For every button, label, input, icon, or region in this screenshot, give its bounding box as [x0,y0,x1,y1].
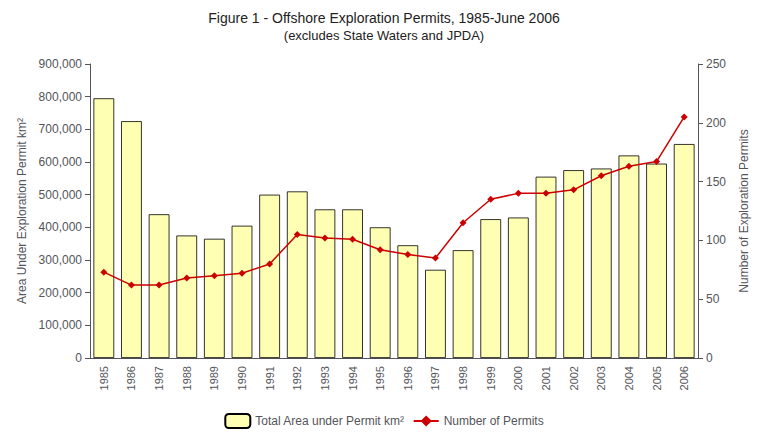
svg-text:0: 0 [75,351,82,365]
svg-text:1995: 1995 [374,366,386,390]
svg-text:700,000: 700,000 [39,122,83,136]
svg-text:2006: 2006 [678,366,690,390]
svg-text:Area Under Exploration Permit: Area Under Exploration Permit km² [15,118,29,304]
svg-text:100: 100 [706,233,726,247]
svg-text:100,000: 100,000 [39,318,83,332]
svg-text:1992: 1992 [291,366,303,390]
svg-text:2004: 2004 [623,366,635,390]
svg-text:500,000: 500,000 [39,188,83,202]
svg-text:1994: 1994 [347,366,359,390]
svg-text:(excludes State Waters and JPD: (excludes State Waters and JPDA) [284,28,484,43]
svg-text:1991: 1991 [264,366,276,390]
svg-text:1985: 1985 [98,366,110,390]
svg-text:400,000: 400,000 [39,220,83,234]
svg-text:2005: 2005 [651,366,663,390]
svg-text:200: 200 [706,116,726,130]
svg-text:900,000: 900,000 [39,57,83,71]
svg-text:1987: 1987 [153,366,165,390]
svg-text:1990: 1990 [236,366,248,390]
svg-text:1989: 1989 [208,366,220,390]
svg-text:Figure 1 - Offshore Exploratio: Figure 1 - Offshore Exploration Permits,… [208,10,560,26]
svg-text:150: 150 [706,175,726,189]
svg-text:50: 50 [706,292,720,306]
svg-text:2002: 2002 [568,366,580,390]
svg-text:1997: 1997 [429,366,441,390]
svg-text:1996: 1996 [402,366,414,390]
svg-text:250: 250 [706,57,726,71]
svg-text:Total Area under Permit km²: Total Area under Permit km² [255,414,404,428]
svg-text:Number of Permits: Number of Permits [444,414,544,428]
svg-text:2001: 2001 [540,366,552,390]
svg-text:1993: 1993 [319,366,331,390]
svg-text:200,000: 200,000 [39,286,83,300]
svg-text:300,000: 300,000 [39,253,83,267]
svg-text:1999: 1999 [485,366,497,390]
svg-text:1986: 1986 [125,366,137,390]
svg-text:2003: 2003 [595,366,607,390]
svg-text:600,000: 600,000 [39,155,83,169]
svg-text:Number of Exploration Permits: Number of Exploration Permits [737,129,751,292]
svg-text:1988: 1988 [181,366,193,390]
svg-text:1998: 1998 [457,366,469,390]
svg-text:2000: 2000 [512,366,524,390]
svg-text:800,000: 800,000 [39,90,83,104]
svg-text:0: 0 [706,351,713,365]
